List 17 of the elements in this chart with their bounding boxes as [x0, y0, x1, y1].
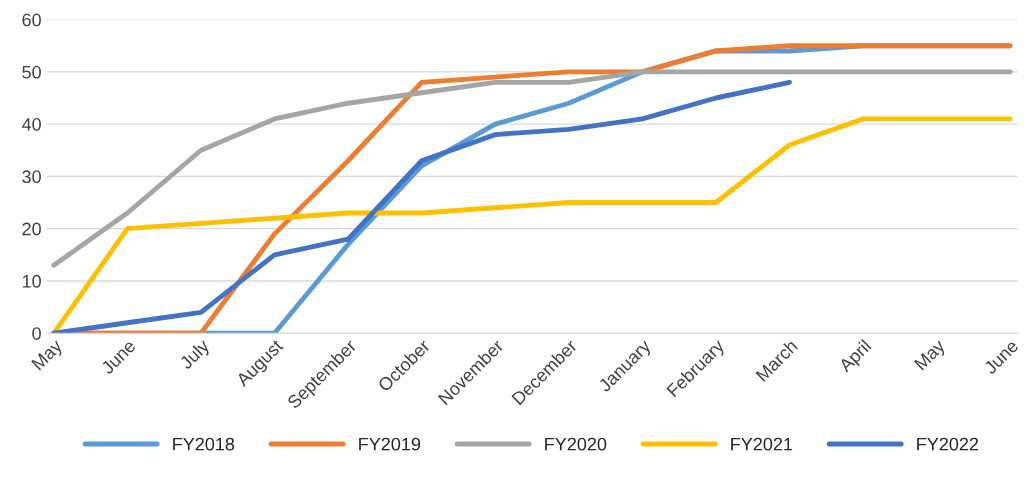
line-series [51, 69, 1013, 268]
x-tick-label: July [178, 338, 213, 373]
legend-label: FY2021 [731, 437, 793, 451]
y-tick-label: 20 [22, 222, 41, 236]
y-tick-label: 60 [22, 13, 41, 27]
legend-label: FY2020 [545, 437, 607, 451]
y-tick-label: 40 [21, 118, 41, 131]
line-series [51, 116, 1013, 334]
line-series [51, 79, 792, 334]
legend-label: FY2019 [359, 437, 421, 451]
x-tick-label: May [913, 338, 949, 374]
legend-label: FY2022 [917, 437, 979, 451]
y-tick-label: 0 [32, 327, 41, 340]
y-tick-label: 10 [22, 274, 41, 288]
legend-label: FY2018 [173, 437, 235, 451]
y-tick-label: 50 [22, 65, 41, 79]
y-tick-label: 30 [22, 170, 41, 184]
